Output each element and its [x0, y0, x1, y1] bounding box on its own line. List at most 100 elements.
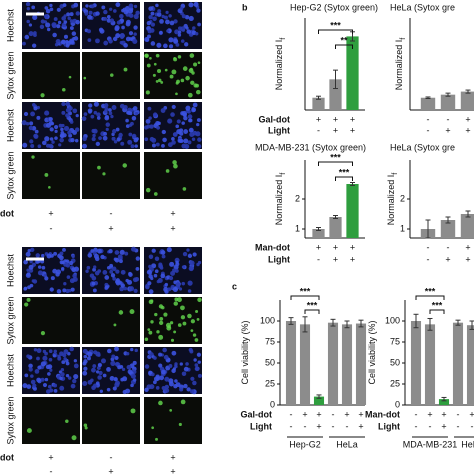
cell — [40, 19, 45, 24]
cell — [183, 138, 189, 144]
cell — [49, 7, 54, 12]
cell — [47, 372, 51, 376]
condition-mark: - — [457, 421, 460, 431]
cell — [144, 53, 149, 58]
cell — [194, 31, 199, 36]
bar — [355, 323, 367, 405]
cell — [95, 370, 100, 374]
cell — [178, 138, 183, 143]
row-label: Hoechst — [5, 354, 15, 388]
cell — [169, 44, 174, 49]
cell — [172, 160, 177, 165]
bar — [452, 322, 464, 405]
cell — [82, 370, 88, 376]
cell — [153, 356, 157, 360]
micrograph — [22, 297, 80, 344]
cell — [147, 328, 151, 331]
y-tick-label: 50 — [265, 357, 275, 367]
significance-bracket — [415, 295, 445, 300]
cell — [132, 38, 138, 44]
cell — [176, 129, 182, 135]
cell — [173, 57, 178, 62]
cell — [69, 260, 74, 266]
cell — [88, 103, 93, 108]
cell — [67, 130, 72, 135]
condition-mark: + — [465, 125, 470, 135]
cell — [170, 338, 175, 342]
cell — [148, 14, 153, 20]
cell — [195, 309, 199, 313]
y-tick-label: 25 — [390, 378, 400, 388]
cell — [128, 132, 133, 137]
cell — [132, 360, 137, 366]
cell — [115, 279, 120, 285]
cell — [114, 26, 120, 32]
cell — [183, 129, 189, 134]
cell — [119, 249, 125, 255]
cell — [58, 143, 62, 147]
cell — [151, 248, 156, 253]
cell — [44, 110, 50, 116]
cell — [180, 315, 186, 320]
cell — [102, 270, 108, 275]
cell — [72, 108, 78, 114]
cell — [150, 276, 154, 281]
cell — [52, 32, 57, 38]
cell — [147, 29, 152, 34]
cell — [129, 309, 135, 315]
cell — [184, 144, 190, 149]
condition-label: Gal-dot — [241, 409, 273, 419]
cell — [167, 118, 173, 124]
cell — [74, 127, 80, 132]
cell — [155, 386, 160, 390]
cell — [41, 265, 46, 270]
cell — [104, 115, 110, 121]
micrograph — [22, 397, 80, 444]
cell — [55, 269, 62, 275]
cell — [174, 379, 178, 383]
cell — [42, 355, 48, 361]
cell — [188, 118, 193, 123]
cell — [180, 305, 185, 311]
condition-mark: - — [317, 254, 320, 264]
cell — [62, 247, 66, 252]
cell — [82, 136, 87, 142]
cell — [156, 330, 160, 334]
cell — [171, 350, 177, 356]
cell — [104, 285, 109, 290]
y-axis-label: Cell viability (%) — [367, 320, 377, 384]
cell — [56, 289, 62, 294]
cell — [42, 382, 48, 388]
cell — [67, 289, 72, 293]
cell — [110, 273, 116, 278]
cell — [34, 129, 39, 134]
cell — [63, 357, 67, 361]
cell — [189, 260, 195, 266]
cell — [177, 55, 182, 59]
y-axis-label: Normalized If — [274, 173, 286, 226]
cell — [126, 364, 132, 370]
cell — [46, 27, 51, 32]
cell — [154, 256, 160, 261]
cell — [195, 89, 201, 95]
cell — [54, 42, 59, 47]
cell — [87, 38, 92, 43]
cell — [168, 364, 173, 368]
cell — [125, 118, 129, 123]
cell — [28, 367, 33, 372]
cell — [73, 36, 79, 41]
cell — [130, 144, 135, 149]
significance-bracket — [429, 309, 445, 314]
cell — [128, 8, 134, 14]
cell — [186, 387, 191, 392]
cell — [67, 376, 72, 380]
cell — [84, 12, 89, 16]
cell — [32, 383, 37, 388]
y-axis-label-text: Normalized I — [386, 175, 396, 226]
condition-mark: - — [457, 409, 460, 419]
cell — [47, 384, 52, 389]
condition-mark: + — [108, 223, 113, 233]
bar — [329, 79, 342, 110]
cell — [92, 288, 97, 293]
chart-title: HeLa (Sytox gre — [390, 2, 455, 12]
